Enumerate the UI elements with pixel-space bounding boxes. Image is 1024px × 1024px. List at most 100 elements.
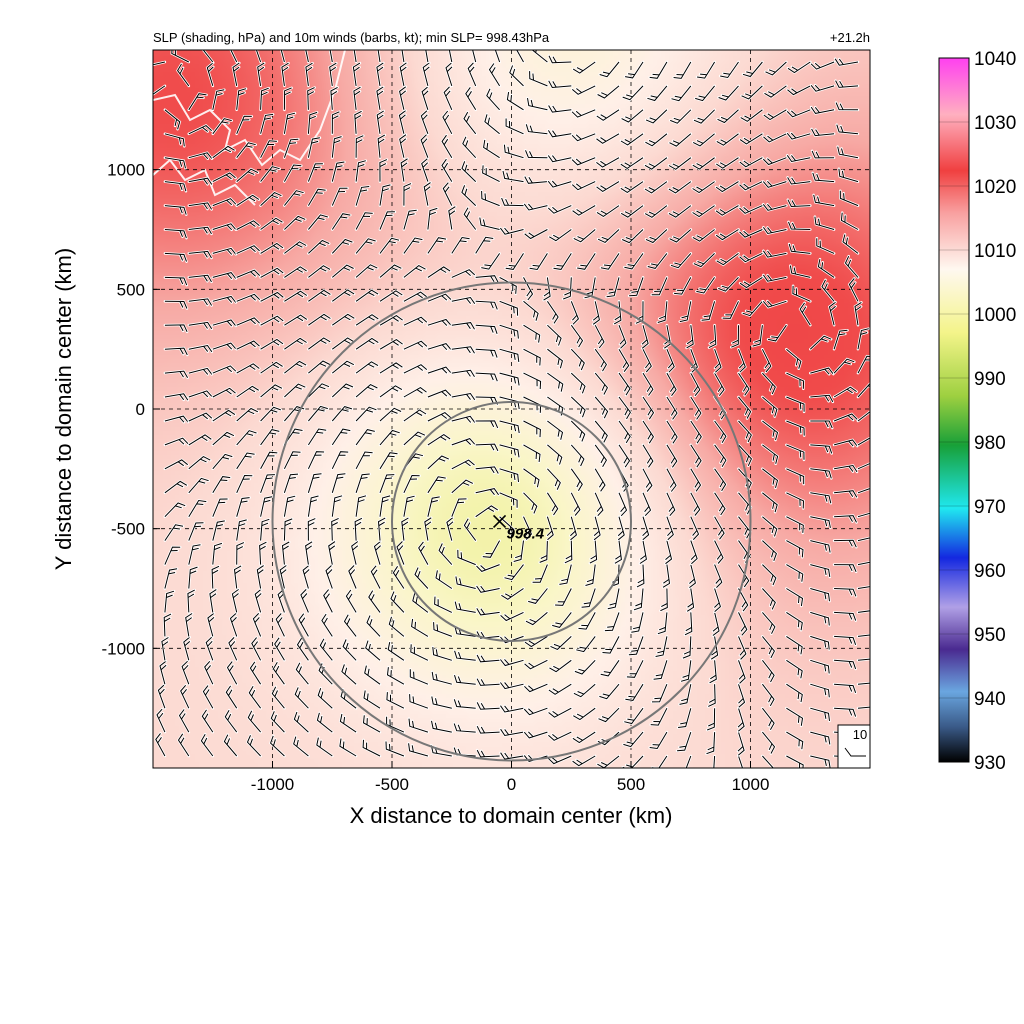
wind-barb bbox=[525, 124, 548, 135]
wind-barb bbox=[547, 755, 572, 765]
min-slp-marker: 998.4 bbox=[492, 514, 545, 542]
wind-barb bbox=[571, 157, 596, 166]
wind-barb bbox=[403, 265, 426, 278]
wind-barb bbox=[810, 106, 835, 114]
wind-barb bbox=[668, 181, 692, 194]
wind-barb bbox=[686, 325, 694, 349]
wind-barb bbox=[834, 588, 857, 597]
time-label: +21.2h bbox=[830, 30, 870, 45]
wind-barb bbox=[164, 252, 187, 262]
wind-barb bbox=[329, 50, 333, 63]
x-tick-label: 1000 bbox=[732, 775, 770, 794]
wind-barb bbox=[788, 221, 811, 230]
wind-barb bbox=[641, 325, 649, 349]
wind-barb bbox=[570, 516, 577, 541]
wind-barb bbox=[260, 384, 283, 398]
wind-barb bbox=[570, 348, 585, 371]
wind-barb bbox=[252, 613, 262, 637]
wind-barb bbox=[379, 495, 391, 517]
wind-barb bbox=[645, 229, 668, 244]
wind-barb bbox=[376, 110, 384, 134]
wind-barb bbox=[618, 325, 627, 349]
wind-barb bbox=[738, 444, 752, 467]
wind-barb bbox=[330, 86, 338, 110]
wind-barb bbox=[307, 495, 319, 517]
wind-barb bbox=[156, 708, 166, 733]
wind-barb bbox=[786, 659, 803, 679]
wind-barb bbox=[427, 366, 452, 374]
wind-barb bbox=[833, 329, 848, 350]
wind-barb bbox=[328, 541, 336, 565]
wind-barb bbox=[223, 734, 238, 757]
wind-barb bbox=[651, 684, 668, 703]
wind-barb bbox=[742, 61, 763, 78]
wind-barb bbox=[593, 516, 601, 541]
wind-barb bbox=[786, 396, 805, 412]
wind-barb bbox=[307, 137, 320, 158]
wind-barb bbox=[284, 266, 307, 278]
wind-barb bbox=[355, 264, 378, 278]
wind-barb bbox=[713, 755, 716, 768]
wind-barb bbox=[811, 150, 835, 159]
wind-barb bbox=[451, 269, 476, 278]
wind-barb bbox=[594, 468, 606, 492]
wind-barb bbox=[642, 348, 652, 373]
wind-barb bbox=[296, 637, 309, 661]
wind-barb bbox=[305, 50, 309, 63]
wind-barb bbox=[644, 157, 668, 170]
wind-barb bbox=[810, 61, 835, 70]
wind-barb bbox=[300, 589, 309, 613]
wind-barb bbox=[620, 157, 644, 170]
wind-barb bbox=[738, 612, 748, 636]
wind-barb bbox=[622, 85, 644, 101]
wind-barb bbox=[398, 110, 406, 134]
wind-barb bbox=[164, 502, 186, 518]
wind-barb bbox=[433, 622, 452, 637]
wind-barb bbox=[666, 372, 677, 397]
wind-barb bbox=[399, 86, 407, 110]
wind-barb bbox=[738, 636, 747, 660]
wind-barb bbox=[260, 451, 278, 470]
wind-barb bbox=[379, 315, 403, 326]
wind-barb bbox=[387, 642, 405, 661]
wind-barb bbox=[339, 713, 357, 733]
wind-barb bbox=[488, 63, 501, 87]
wind-barb bbox=[451, 392, 476, 401]
wind-barb bbox=[762, 540, 777, 561]
wind-barb bbox=[379, 290, 403, 302]
wind-barb bbox=[298, 613, 309, 637]
wind-barb bbox=[254, 589, 262, 613]
y-tick-label: 0 bbox=[136, 400, 145, 419]
wind-barb bbox=[295, 662, 309, 685]
colorbar-tick-label: 980 bbox=[974, 433, 1006, 454]
wind-barb bbox=[810, 707, 830, 721]
wind-barb bbox=[786, 588, 804, 607]
wind-barb bbox=[260, 474, 275, 493]
wind-barb bbox=[571, 85, 596, 95]
wind-barb bbox=[385, 741, 405, 757]
wind-barb bbox=[626, 660, 644, 678]
wind-barb bbox=[307, 473, 322, 493]
wind-barb bbox=[403, 474, 420, 494]
wind-barb bbox=[842, 234, 859, 254]
wind-barb bbox=[505, 253, 524, 270]
wind-barb bbox=[620, 133, 644, 146]
wind-barb bbox=[228, 637, 238, 661]
wind-barb bbox=[786, 516, 804, 533]
wind-barb bbox=[602, 636, 620, 654]
wind-barb bbox=[403, 387, 427, 398]
colorbar-tick-label: 1000 bbox=[974, 305, 1016, 326]
wind-barb bbox=[666, 349, 675, 373]
wind-barb bbox=[786, 372, 805, 389]
y-tick-label: -500 bbox=[111, 520, 145, 539]
wind-barb bbox=[606, 277, 620, 298]
wind-barb bbox=[817, 259, 835, 278]
wind-barb bbox=[833, 439, 858, 447]
wind-barb bbox=[284, 215, 306, 230]
wind-barb bbox=[325, 565, 333, 589]
wind-barb bbox=[370, 565, 381, 589]
wind-barb bbox=[762, 468, 779, 489]
wind-barb bbox=[653, 660, 668, 680]
wind-barb bbox=[509, 65, 524, 87]
wind-barb bbox=[366, 615, 381, 637]
